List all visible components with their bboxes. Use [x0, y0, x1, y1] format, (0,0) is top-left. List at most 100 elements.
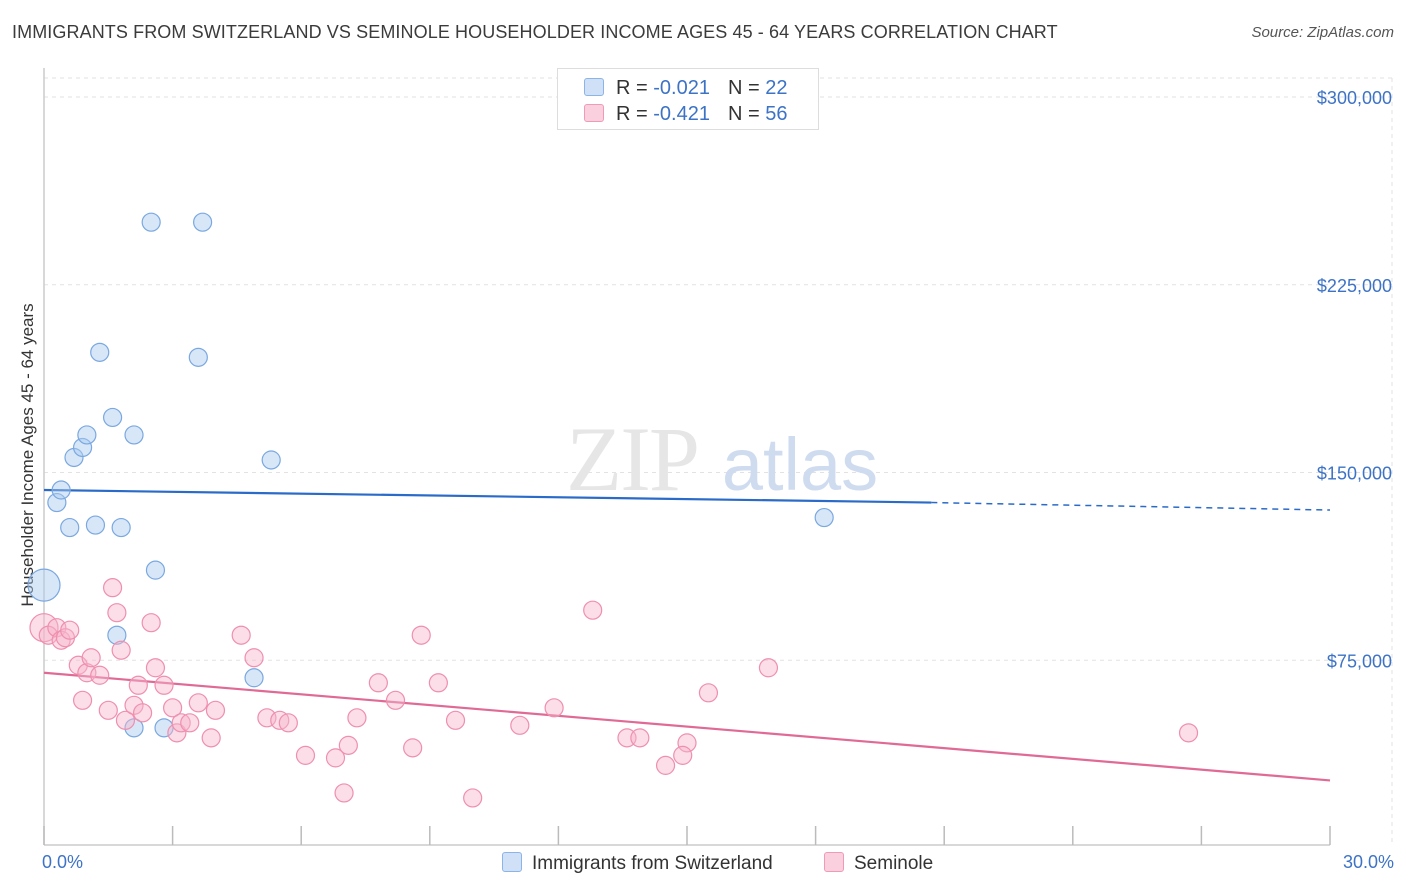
- point-seminole: [295, 745, 316, 765]
- point-seminole: [338, 735, 358, 755]
- data-points: [27, 212, 1199, 808]
- point-seminole: [368, 673, 388, 693]
- point-seminole: [583, 600, 603, 620]
- point-switzerland: [27, 568, 61, 602]
- point-switzerland: [244, 668, 264, 688]
- point-switzerland: [141, 212, 161, 232]
- point-seminole: [510, 715, 530, 735]
- point-seminole: [201, 728, 221, 748]
- trend-line-seminole: [43, 671, 1331, 782]
- point-switzerland: [124, 425, 144, 445]
- bottom-legend-seminole: Seminole: [824, 852, 933, 875]
- point-seminole: [60, 620, 80, 640]
- legend-row-switzerland: R = -0.021 N = 22: [584, 77, 787, 101]
- point-switzerland: [90, 342, 110, 362]
- bottom-legend-swatch-switzerland: [502, 852, 522, 872]
- point-seminole: [544, 698, 564, 718]
- point-seminole: [1178, 723, 1199, 743]
- point-switzerland: [188, 347, 208, 367]
- point-seminole: [334, 783, 354, 803]
- y-tick-label: $150,000: [1317, 464, 1392, 484]
- point-seminole: [167, 723, 187, 743]
- point-switzerland: [77, 425, 97, 445]
- correlation-legend: R = -0.021 N = 22 R = -0.421 N = 56: [557, 68, 819, 130]
- bottom-legend-label: Seminole: [854, 853, 934, 874]
- point-seminole: [244, 648, 264, 668]
- point-seminole: [180, 713, 200, 733]
- legend-r-label: R =: [616, 103, 654, 125]
- watermark-atlas: atlas: [722, 423, 878, 506]
- legend-n-label: N =: [727, 77, 766, 99]
- legend-n-value: 56: [765, 103, 788, 125]
- bottom-legend-label: Immigrants from Switzerland: [532, 853, 773, 874]
- point-seminole: [205, 700, 226, 720]
- legend-swatch-seminole: [584, 104, 604, 122]
- point-switzerland: [51, 480, 71, 500]
- watermark: ZIP atlas: [566, 408, 878, 510]
- point-seminole: [758, 658, 779, 678]
- point-seminole: [154, 675, 174, 695]
- chart-title: IMMIGRANTS FROM SWITZERLAND VS SEMINOLE …: [12, 22, 1058, 42]
- point-seminole: [132, 703, 153, 723]
- legend-r-label: R =: [616, 77, 654, 99]
- point-seminole: [141, 613, 161, 633]
- point-switzerland: [111, 517, 131, 538]
- point-switzerland: [85, 515, 106, 535]
- legend-n-label: N =: [727, 103, 766, 125]
- point-seminole: [677, 733, 697, 753]
- point-seminole: [403, 738, 423, 758]
- y-tick-label: $225,000: [1317, 276, 1392, 296]
- point-seminole: [145, 658, 166, 678]
- y-tick-label: $75,000: [1327, 651, 1392, 671]
- point-seminole: [445, 710, 466, 730]
- point-seminole: [385, 690, 406, 710]
- source-label: Source: ZipAtlas.com: [1251, 24, 1394, 41]
- point-switzerland: [814, 507, 834, 528]
- watermark-zip: ZIP: [566, 408, 698, 510]
- legend-r-value: -0.021: [653, 77, 710, 99]
- bottom-legend-swatch-seminole: [824, 852, 844, 872]
- x-tick-max: 30.0%: [1342, 852, 1394, 872]
- point-switzerland: [193, 212, 213, 232]
- point-seminole: [231, 625, 251, 645]
- point-seminole: [428, 673, 448, 693]
- point-seminole: [463, 788, 483, 808]
- point-seminole: [278, 713, 298, 733]
- point-seminole: [325, 748, 346, 768]
- point-seminole: [163, 698, 183, 718]
- legend-swatch-switzerland: [584, 78, 604, 96]
- point-seminole: [188, 693, 208, 713]
- point-switzerland: [72, 437, 93, 458]
- trend-line-extension: [931, 501, 1331, 511]
- point-seminole: [102, 578, 123, 598]
- axes: [43, 68, 1331, 846]
- point-switzerland: [261, 450, 281, 470]
- point-seminole: [655, 755, 676, 775]
- point-seminole: [72, 690, 93, 710]
- point-switzerland: [102, 407, 123, 428]
- bottom-legend-switzerland: Immigrants from Switzerland: [502, 852, 773, 875]
- point-seminole: [347, 708, 367, 728]
- trend-line-switzerland: [43, 488, 932, 504]
- x-tick-min: 0.0%: [42, 852, 84, 872]
- trend-lines: [43, 488, 1331, 782]
- point-seminole: [698, 683, 719, 703]
- point-switzerland: [60, 517, 80, 538]
- point-seminole: [630, 728, 650, 748]
- point-seminole: [107, 603, 127, 623]
- point-switzerland: [107, 625, 127, 645]
- point-seminole: [111, 640, 131, 660]
- point-seminole: [673, 745, 693, 765]
- legend-n-value: 22: [765, 77, 788, 99]
- point-seminole: [90, 665, 110, 685]
- point-seminole: [411, 625, 431, 645]
- point-switzerland: [145, 560, 166, 580]
- y-tick-label: $300,000: [1317, 88, 1392, 108]
- point-seminole: [98, 700, 118, 720]
- legend-r-value: -0.421: [653, 103, 710, 125]
- point-switzerland: [47, 492, 67, 513]
- point-seminole: [115, 710, 136, 730]
- legend-row-seminole: R = -0.421 N = 56: [584, 103, 787, 127]
- point-seminole: [81, 648, 101, 668]
